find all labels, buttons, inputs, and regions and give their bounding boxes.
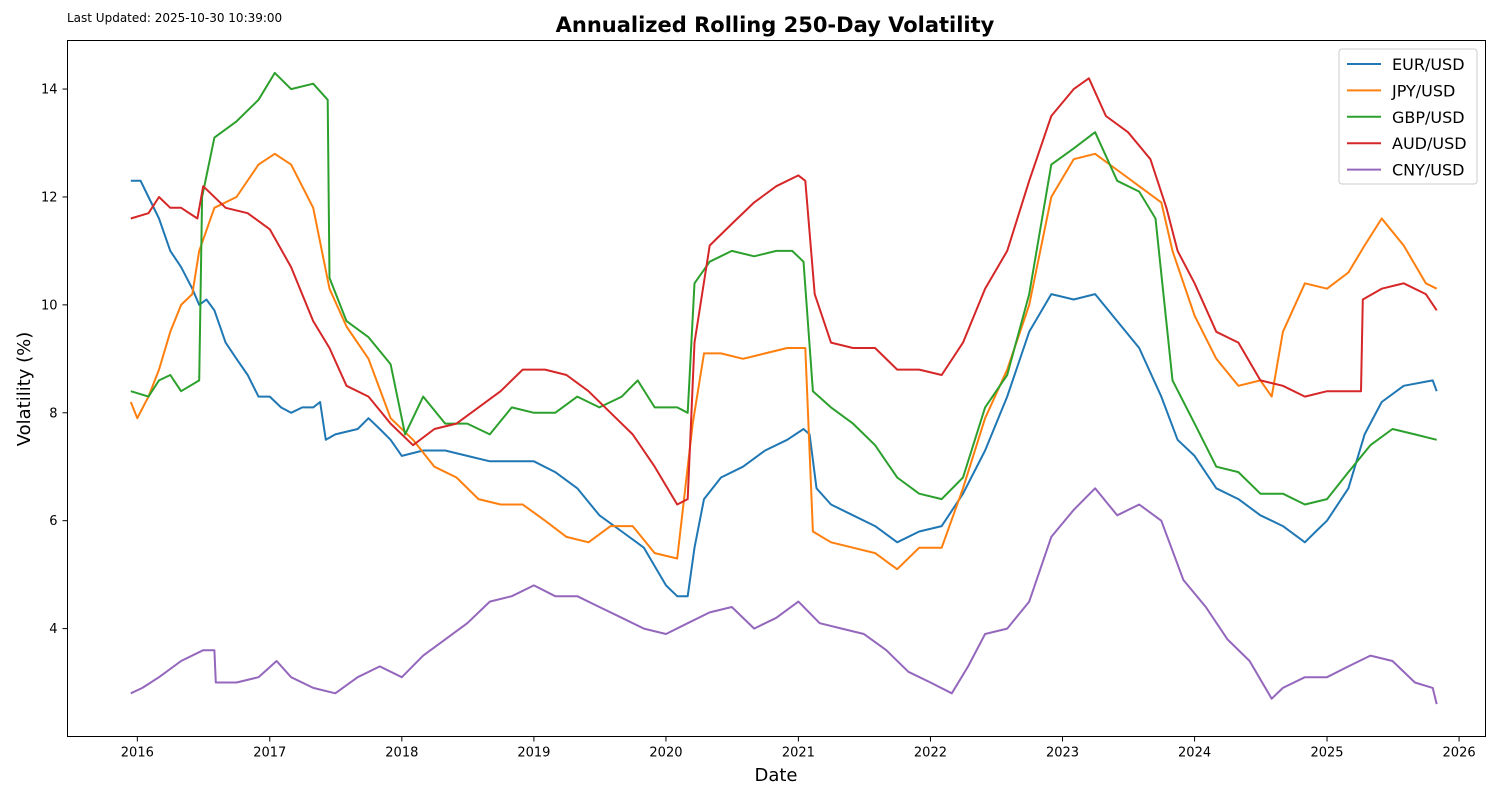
y-tick-label: 14	[41, 83, 58, 98]
x-axis: 2016 2017 2018 2019 2020 2021 2022 2023 2024 2025…	[121, 736, 1476, 761]
y-tick-label: 12	[41, 190, 58, 205]
last-updated-label: Last Updated: 2025-10-30 10:39:00	[67, 11, 283, 25]
legend-label: CNY/USD	[1392, 161, 1465, 180]
x-tick-label: 2019	[517, 746, 550, 761]
x-tick-label: 2023	[1046, 746, 1079, 761]
y-tick-label: 4	[49, 622, 57, 637]
series-line-cny-usd	[130, 487, 1438, 705]
series-line-eur-usd	[130, 179, 1438, 598]
x-tick-label: 2018	[385, 746, 418, 761]
legend-label: EUR/USD	[1392, 55, 1465, 74]
y-axis: 4 6 8 10 12 14	[41, 83, 68, 637]
series-line-gbp-usd	[130, 71, 1437, 506]
x-tick-label: 2017	[253, 746, 286, 761]
y-axis-label: Volatility (%)	[14, 332, 35, 447]
legend-box	[1338, 48, 1478, 185]
x-tick-label: 2016	[121, 746, 154, 761]
x-tick-label: 2021	[782, 746, 815, 761]
series-line-jpy-usd	[129, 152, 1438, 571]
plot-area	[67, 40, 1486, 737]
x-tick-label: 2022	[914, 746, 947, 761]
legend-label: GBP/USD	[1392, 108, 1465, 127]
y-tick-label: 10	[41, 298, 58, 313]
legend: EUR/USD JPY/USD GBP/USD AUD/USD CNY/USD	[1338, 48, 1478, 185]
y-tick-label: 6	[49, 514, 57, 529]
legend-label: AUD/USD	[1392, 134, 1467, 153]
x-tick-label: 2024	[1178, 746, 1211, 761]
legend-label: JPY/USD	[1391, 81, 1455, 100]
x-axis-label: Date	[754, 765, 797, 786]
x-tick-label: 2025	[1310, 746, 1343, 761]
y-tick-label: 8	[49, 406, 57, 421]
series-layer	[129, 71, 1438, 705]
series-line-aud-usd	[130, 77, 1438, 506]
x-tick-label: 2026	[1443, 746, 1476, 761]
chart-title: Annualized Rolling 250-Day Volatility	[556, 13, 995, 37]
x-tick-label: 2020	[649, 746, 682, 761]
